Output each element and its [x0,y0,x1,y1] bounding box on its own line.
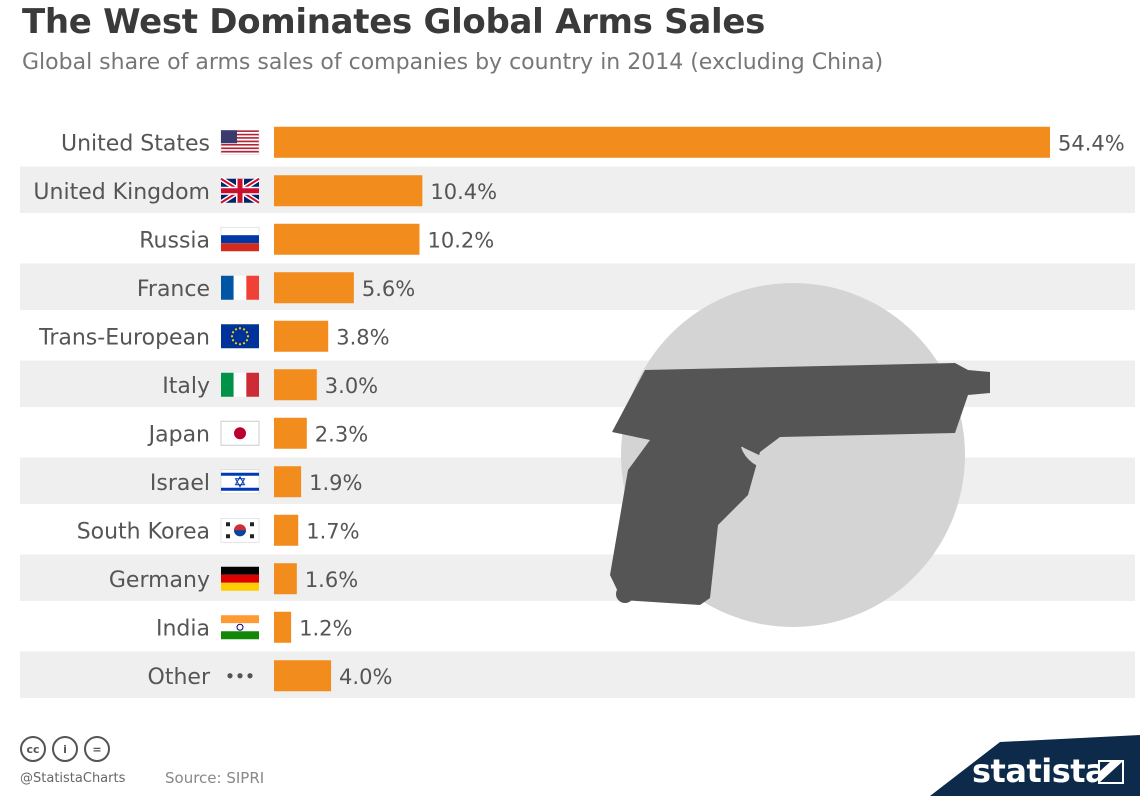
italy-flag-icon [221,372,259,397]
ellipsis-icon [227,673,253,679]
pistol-icon [610,363,990,605]
germany-flag-icon [221,566,259,591]
category-label: South Korea [77,519,210,544]
category-label: Trans-European [38,325,210,350]
bar [274,126,1050,158]
by-icon: i [52,736,78,762]
chart-subtitle: Global share of arms sales of companies … [22,50,884,75]
category-label: Japan [147,422,210,447]
cc-icon: cc [20,736,46,762]
value-label: 3.0% [325,374,378,398]
value-label: 1.2% [299,616,352,640]
category-labels: United States United Kingdom Russia France T… [33,131,211,690]
value-label: 1.7% [306,519,359,543]
category-label: Israel [150,471,210,496]
nd-icon: = [84,736,110,762]
value-label: 1.9% [309,471,362,495]
category-label: India [156,616,210,641]
category-label: France [137,277,210,302]
license-icons: cc i = [20,736,110,762]
india-flag-icon [221,615,259,640]
row-stripe [20,166,1135,213]
bar [274,369,317,401]
bar [274,223,420,255]
category-label: Other [148,665,211,690]
bar [274,417,307,449]
south-korea-flag-icon [220,518,260,543]
category-label: Germany [109,568,210,593]
russia-flag-icon [220,227,260,252]
value-label: 5.6% [362,277,415,301]
category-label: United States [61,131,210,156]
value-labels: 54.4% 10.4% 10.2% 5.6% 3.8% 3.0% 2.3% 1.9% 1.7% 1… [299,131,1125,689]
value-label: 4.0% [339,665,392,689]
israel-flag-icon [220,469,260,494]
eu-flag-icon [221,324,259,349]
row-stripe [20,554,1135,601]
value-label: 10.4% [430,180,497,204]
category-label: Russia [139,228,210,253]
category-label: United Kingdom [33,180,210,205]
bar [274,514,299,546]
chart-title: The West Dominates Global Arms Sales [22,2,766,42]
source-note: Source: SIPRI [165,769,265,787]
france-flag-icon [221,275,259,300]
bar [274,563,297,595]
bar [274,175,423,207]
value-label: 1.6% [305,568,358,592]
flag-icons [219,130,261,679]
bar [274,611,292,643]
row-stripe [20,651,1135,698]
japan-flag-icon [220,420,260,446]
row-stripe [20,263,1135,310]
value-label: 54.4% [1058,131,1125,155]
us-flag-icon [220,130,260,155]
bar [274,660,332,692]
value-label: 10.2% [428,228,495,252]
category-label: Italy [162,374,210,399]
value-label: 2.3% [315,422,368,446]
bars [274,126,1050,692]
statista-handle: @StatistaCharts [20,771,126,786]
gun-illustration [610,283,990,627]
bar [274,320,329,352]
brand-band [930,735,1140,796]
uk-flag-icon [219,176,261,205]
statista-logo-mark [1098,760,1124,784]
statista-logo: statista [972,752,1107,790]
value-label: 3.8% [336,325,389,349]
bar [274,272,354,304]
bar [274,466,302,498]
